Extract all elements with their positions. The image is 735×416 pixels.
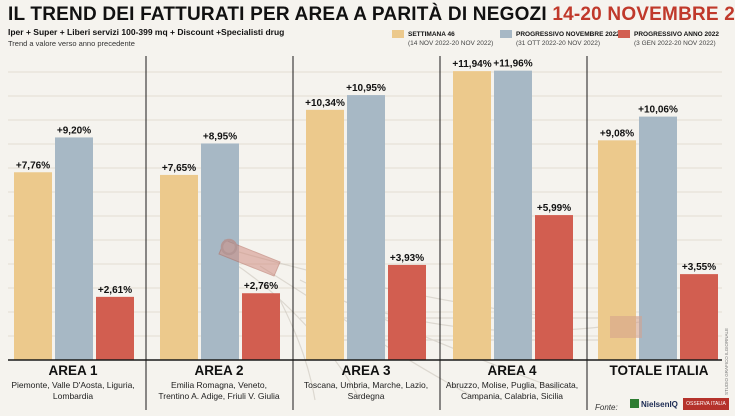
bar [680,274,718,360]
value-label: +2,61% [98,285,132,296]
bar [494,70,532,360]
category-detail: Sardegna [348,391,385,401]
legend-swatch [618,30,630,38]
bar [347,95,385,361]
legend-swatch [500,30,512,38]
value-label: +3,93% [390,253,424,264]
value-label: +8,95% [203,131,237,142]
osserva-italia-logo: OSSERVA ITALIA [683,398,729,410]
legend-label: PROGRESSIVO NOVEMBRE 2022 [516,31,620,38]
category-detail: Emilia Romagna, Veneto, [171,380,267,390]
chart-subtitle: Iper + Super + Liberi servizi 100-399 mq… [8,27,285,37]
legend-label: PROGRESSIVO ANNO 2022 [634,31,720,38]
category-detail: Trentino A. Adige, Friuli V. Giulia [158,391,280,401]
bar [242,293,280,360]
value-label: +10,95% [346,83,386,94]
chart-note: Trend a valore verso anno precedente [8,39,135,48]
bar [535,215,573,360]
bar [388,264,426,360]
category-label: TOTALE ITALIA [610,363,709,378]
shopping-cart-illustration [224,247,641,401]
category-detail: Abruzzo, Molise, Puglia, Basilicata, [446,380,578,390]
category-detail: Piemonte, Valle D'Aosta, Liguria, [11,380,134,390]
area-dividers [8,56,722,410]
bar [160,174,198,360]
value-label: +10,34% [305,98,345,109]
category-label: AREA 4 [487,363,537,378]
chart-title: IL TREND DEI FATTURATI PER AREA A PARITÀ… [8,4,735,26]
legend-sublabel: (14 NOV 2022-20 NOV 2022) [408,40,494,47]
source-label: Fonte: [595,403,618,412]
category-detail: Toscana, Umbria, Marche, Lazio, [304,380,428,390]
category-label: AREA 1 [48,363,98,378]
bar [55,137,93,360]
nielseniq-logo: NielsenIQ [630,399,678,409]
value-label: +10,06% [638,105,678,116]
bars [14,70,718,361]
value-label: +2,76% [244,281,278,292]
chart-title-highlight: 14-20 NOVEMBRE 2022 [552,4,735,25]
value-label: +5,99% [537,203,571,214]
value-labels: +7,76% +9,20% +2,61% +7,65% +8,95% +2,76% +10,… [16,59,716,296]
category-label: AREA 2 [194,363,243,378]
bar [14,172,52,360]
category-detail: Lombardia [53,391,93,401]
value-label: +3,55% [682,262,716,273]
category-detail: Campania, Calabria, Sicilia [461,391,563,401]
value-label: +11,94% [452,59,491,70]
cart-handle-illustration [218,238,642,338]
value-label: +11,96% [493,59,532,70]
value-label: +7,76% [16,160,50,171]
legend-sublabel: (31 OTT 2022-20 NOV 2022) [516,40,601,47]
category-label: AREA 3 [341,363,391,378]
value-label: +9,08% [600,128,634,139]
legend-sublabel: (3 GEN 2022-20 NOV 2022) [634,40,716,47]
legend-label: SETTIMANA 46 [408,31,455,38]
bar [639,116,677,360]
value-label: +9,20% [57,125,91,136]
bar [453,71,491,361]
credit-text: STUDIO GRAFICO ILGIORNALE [724,327,729,395]
bar [306,109,344,360]
legend-swatch [392,30,404,38]
category-labels: AREA 1 Piemonte, Valle D'Aosta, Liguria,L… [11,363,708,401]
value-label: +7,65% [162,163,196,174]
bar [96,296,134,360]
